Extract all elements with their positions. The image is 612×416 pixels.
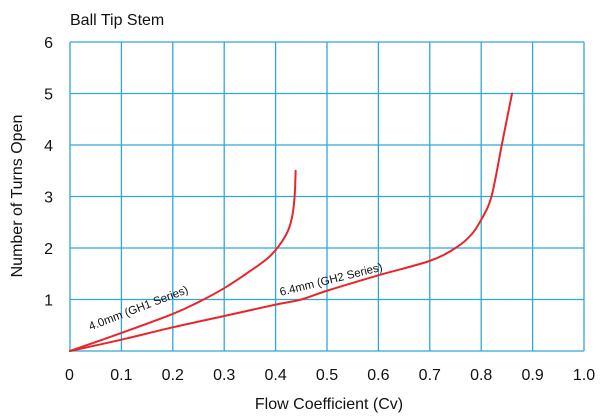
grid — [69, 41, 585, 352]
y-tick-label: 4 — [44, 138, 53, 155]
x-tick-label: 0.1 — [110, 367, 132, 384]
tick-labels: 0 0.1 0.2 0.3 0.4 0.5 0.6 0.7 0.8 0.9 1.0 1 2 3 4 5 6 — [44, 35, 595, 384]
x-tick-label: 0.6 — [367, 367, 389, 384]
series-labels: 4.0mm (GH1 Series)6.4mm (GH2 Series) — [87, 262, 384, 334]
x-tick-label: 0 — [65, 367, 74, 384]
y-tick-label: 5 — [44, 87, 53, 104]
x-axis-title: Flow Coefficient (Cv) — [255, 396, 403, 413]
series-line-2 — [69, 92, 514, 352]
x-tick-label: 0.7 — [419, 367, 441, 384]
series-lines — [69, 92, 514, 352]
x-tick-label: 0.4 — [264, 367, 286, 384]
x-tick-label: 1.0 — [573, 367, 595, 384]
x-tick-label: 0.3 — [213, 367, 235, 384]
x-tick-label: 0.8 — [470, 367, 492, 384]
y-tick-label: 1 — [44, 293, 53, 310]
series-label-2: 6.4mm (GH2 Series) — [279, 262, 384, 299]
y-tick-label: 2 — [44, 241, 53, 258]
x-tick-label: 0.2 — [162, 367, 184, 384]
y-axis-title: Number of Turns Open — [9, 115, 26, 278]
y-tick-label: 6 — [44, 35, 53, 52]
x-tick-label: 0.9 — [521, 367, 543, 384]
series-line-1 — [69, 169, 297, 352]
y-tick-label: 3 — [44, 190, 53, 207]
chart-title: Ball Tip Stem — [70, 12, 164, 29]
x-tick-label: 0.5 — [316, 367, 338, 384]
